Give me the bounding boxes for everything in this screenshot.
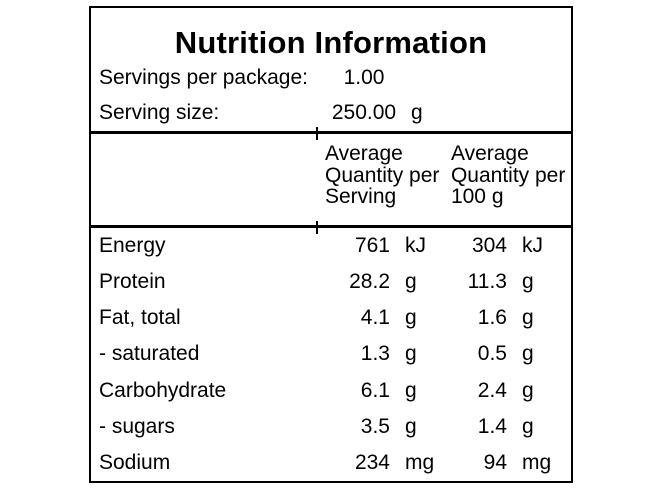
unit-per-100g: g <box>522 414 534 438</box>
unit-per-100g: g <box>522 306 534 330</box>
qty-per-serving: 1.3 <box>360 342 390 366</box>
table-row-carbohydrate: Carbohydrate 6.1 g 2.4 g <box>91 373 571 409</box>
unit-per-100g: g <box>522 342 534 366</box>
servings-per-package-row: Servings per package: 1.00 <box>91 60 571 95</box>
column-header-row: Average Quantity per Serving Average Qua… <box>91 134 571 228</box>
nutrient-name: Carbohydrate <box>99 378 227 402</box>
nutrition-information-panel: Nutrition Information Servings per packa… <box>89 6 573 483</box>
label-header-section: Nutrition Information Servings per packa… <box>91 8 571 134</box>
qty-per-100g: 2.4 <box>477 378 507 402</box>
serving-size-row: Serving size: 250.00 g <box>91 95 571 131</box>
nutrient-name: - sugars <box>99 414 175 438</box>
qty-per-serving: 4.1 <box>360 306 390 330</box>
qty-per-serving: 3.5 <box>360 414 390 438</box>
qty-per-100g: 1.6 <box>477 306 507 330</box>
nutrient-name: Energy <box>99 234 166 258</box>
qty-per-serving: 234 <box>354 450 390 474</box>
column-header-per-100g: Average Quantity per 100 g <box>450 142 566 208</box>
cell-border-tick-top <box>316 127 318 140</box>
nutrient-name: Sodium <box>99 450 171 474</box>
unit-per-serving: mg <box>405 450 435 474</box>
unit-per-serving: g <box>405 378 417 402</box>
qty-per-100g: 1.4 <box>477 414 507 438</box>
table-row-energy: Energy 761 kJ 304 kJ <box>91 228 571 264</box>
panel-title: Nutrition Information <box>174 25 488 60</box>
nutrient-name: - saturated <box>99 342 200 366</box>
nutrient-name: Protein <box>99 270 166 294</box>
qty-per-100g: 94 <box>483 450 507 474</box>
unit-per-serving: kJ <box>405 234 426 258</box>
serving-size-label: Serving size: <box>99 101 220 124</box>
serving-size-unit: g <box>411 101 423 124</box>
nutrient-name: Fat, total <box>99 306 181 330</box>
servings-per-package-label: Servings per package: <box>99 65 308 89</box>
unit-per-serving: g <box>405 414 417 438</box>
servings-per-package-value: 1.00 <box>343 65 385 89</box>
unit-per-serving: g <box>405 270 417 294</box>
qty-per-serving: 28.2 <box>349 270 390 294</box>
unit-per-serving: g <box>405 306 417 330</box>
cell-border-tick-bottom <box>316 221 318 234</box>
table-row-sodium: Sodium 234 mg 94 mg <box>91 445 571 481</box>
unit-per-100g: mg <box>522 450 552 474</box>
nutrient-table: Energy 761 kJ 304 kJ Protein 28.2 g 11.3… <box>91 228 571 481</box>
qty-per-serving: 761 <box>354 234 390 258</box>
qty-per-100g: 0.5 <box>477 342 507 366</box>
table-row-sugars: - sugars 3.5 g 1.4 g <box>91 409 571 445</box>
unit-per-100g: g <box>522 378 534 402</box>
table-row-protein: Protein 28.2 g 11.3 g <box>91 264 571 300</box>
unit-per-serving: g <box>405 342 417 366</box>
unit-per-100g: g <box>522 270 534 294</box>
column-header-per-serving: Average Quantity per Serving <box>325 142 440 208</box>
table-row-fat-total: Fat, total 4.1 g 1.6 g <box>91 300 571 336</box>
unit-per-100g: kJ <box>522 234 543 258</box>
qty-per-100g: 304 <box>471 234 507 258</box>
table-row-saturated-fat: - saturated 1.3 g 0.5 g <box>91 336 571 372</box>
qty-per-serving: 6.1 <box>360 378 390 402</box>
qty-per-100g: 11.3 <box>467 270 507 294</box>
serving-size-value: 250.00 <box>331 101 397 124</box>
